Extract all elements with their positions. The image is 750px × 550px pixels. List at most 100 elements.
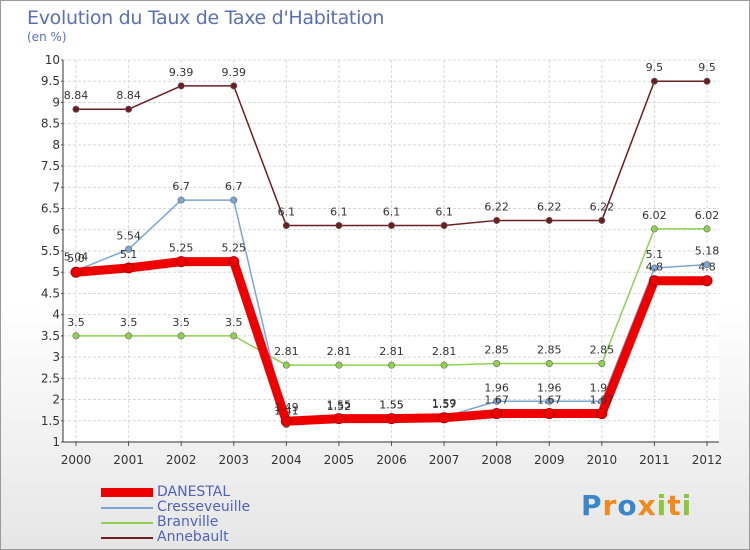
data-label-annebault: 6.1 (383, 206, 401, 219)
x-tick-label: 2008 (481, 453, 512, 467)
data-point-danestal (491, 408, 503, 420)
data-label-annebault: 9.5 (698, 61, 716, 74)
y-tick-label: 5 (52, 265, 60, 279)
data-point-danestal (701, 275, 713, 287)
legend-item-danestal: DANESTAL (101, 485, 250, 500)
data-point-branville (598, 359, 606, 367)
x-tick-label: 2005 (324, 453, 355, 467)
proxiti-logo: Proxiti (581, 489, 692, 522)
data-point-branville (493, 359, 501, 367)
data-point-annebault (230, 82, 238, 90)
data-point-branville (650, 225, 658, 233)
logo-letter: i (681, 489, 693, 522)
data-point-danestal (386, 413, 397, 425)
legend-swatch-branville (101, 521, 153, 524)
data-label-cresseveuille: 6.7 (172, 180, 190, 193)
data-label-cresseveuille: 6.7 (225, 180, 243, 193)
data-label-branville: 2.81 (274, 345, 299, 358)
logo-letter: P (581, 489, 603, 522)
data-label-branville: 2.85 (590, 343, 615, 356)
data-point-danestal (123, 262, 135, 274)
y-tick-label: 1.5 (41, 414, 60, 428)
data-label-branville: 3.5 (67, 316, 85, 329)
data-label-branville: 2.81 (327, 345, 352, 358)
y-tick-label: 4.5 (41, 286, 60, 300)
data-label-danestal: 4.8 (698, 261, 716, 274)
data-point-branville (72, 332, 80, 340)
data-label-branville: 6.02 (642, 209, 667, 222)
x-tick-label: 2009 (534, 453, 565, 467)
data-point-branville (282, 361, 290, 369)
data-point-danestal (70, 266, 82, 278)
legend-item-branville: Branville (101, 515, 250, 530)
data-label-annebault: 8.84 (116, 89, 141, 102)
data-point-branville (177, 332, 185, 340)
data-label-danestal: 1.57 (432, 398, 457, 411)
x-tick-label: 2004 (271, 453, 302, 467)
data-point-cresseveuille (703, 261, 711, 269)
x-tick-label: 2011 (639, 453, 670, 467)
data-point-branville (440, 361, 448, 369)
data-point-danestal (280, 415, 292, 427)
logo-letter: o (617, 489, 638, 522)
data-label-cresseveuille: 1.96 (484, 381, 509, 394)
data-label-cresseveuille: 1.59 (432, 397, 457, 410)
data-point-danestal (228, 256, 240, 268)
data-label-cresseveuille: 5.04 (64, 251, 89, 264)
y-tick-label: 6 (52, 223, 60, 237)
legend-label: Cresseveuille (157, 499, 251, 515)
data-label-cresseveuille: 5.1 (646, 248, 664, 261)
legend-label: DANESTAL (157, 484, 231, 500)
data-point-annebault (545, 216, 553, 224)
data-label-annebault: 6.22 (537, 200, 562, 213)
data-label-danestal: 4.8 (646, 261, 664, 274)
x-tick-label: 2007 (429, 453, 460, 467)
data-label-danestal: 1.55 (379, 399, 404, 412)
y-tick-label: 2.5 (41, 371, 60, 385)
data-label-danestal: 1.49 (274, 401, 299, 414)
logo-letter: r (602, 489, 618, 522)
y-tick-label: 3.5 (41, 329, 60, 343)
data-label-branville: 2.85 (537, 343, 562, 356)
data-label-danestal: 1.67 (537, 394, 562, 407)
y-tick-label: 9.5 (41, 74, 60, 88)
data-label-danestal: 1.55 (327, 399, 352, 412)
chart-title: Evolution du Taux de Taxe d'Habitation (27, 7, 385, 29)
data-label-annebault: 9.39 (169, 66, 194, 79)
data-label-danestal: 5.1 (120, 248, 138, 261)
legend: DANESTAL Cresseveuille Branville Annebau… (101, 485, 250, 545)
y-tick-label: 7 (52, 180, 60, 194)
data-point-annebault (703, 77, 711, 85)
y-tick-label: 2 (52, 393, 60, 407)
data-label-annebault: 8.84 (64, 89, 89, 102)
data-label-branville: 2.81 (432, 345, 457, 358)
data-point-cresseveuille (493, 397, 501, 405)
y-tick-label: 5.5 (41, 244, 60, 258)
data-point-danestal (333, 413, 345, 425)
x-tick-label: 2001 (113, 453, 144, 467)
data-label-danestal: 5.25 (222, 242, 247, 255)
y-tick-label: 4 (52, 308, 60, 322)
data-point-annebault (598, 216, 606, 224)
data-label-danestal: 1.67 (590, 394, 615, 407)
data-label-annebault: 6.1 (330, 206, 348, 219)
data-point-annebault (387, 222, 395, 230)
x-tick-label: 2003 (218, 453, 249, 467)
x-tick-label: 2000 (61, 453, 92, 467)
data-point-danestal (543, 408, 555, 420)
data-point-branville (125, 332, 133, 340)
data-label-branville: 2.81 (379, 345, 404, 358)
data-label-branville: 6.02 (695, 209, 720, 222)
data-point-annebault (125, 105, 133, 113)
data-point-danestal (175, 256, 187, 268)
y-tick-label: 8.5 (41, 117, 60, 131)
y-tick-label: 1 (52, 435, 60, 449)
data-label-annebault: 6.22 (590, 200, 615, 213)
data-label-annebault: 6.1 (278, 206, 296, 219)
data-label-danestal: 1.67 (484, 394, 509, 407)
y-tick-label: 7.5 (41, 159, 60, 173)
legend-swatch-cresseveuille (101, 506, 153, 509)
data-label-cresseveuille: 5.54 (116, 229, 141, 242)
